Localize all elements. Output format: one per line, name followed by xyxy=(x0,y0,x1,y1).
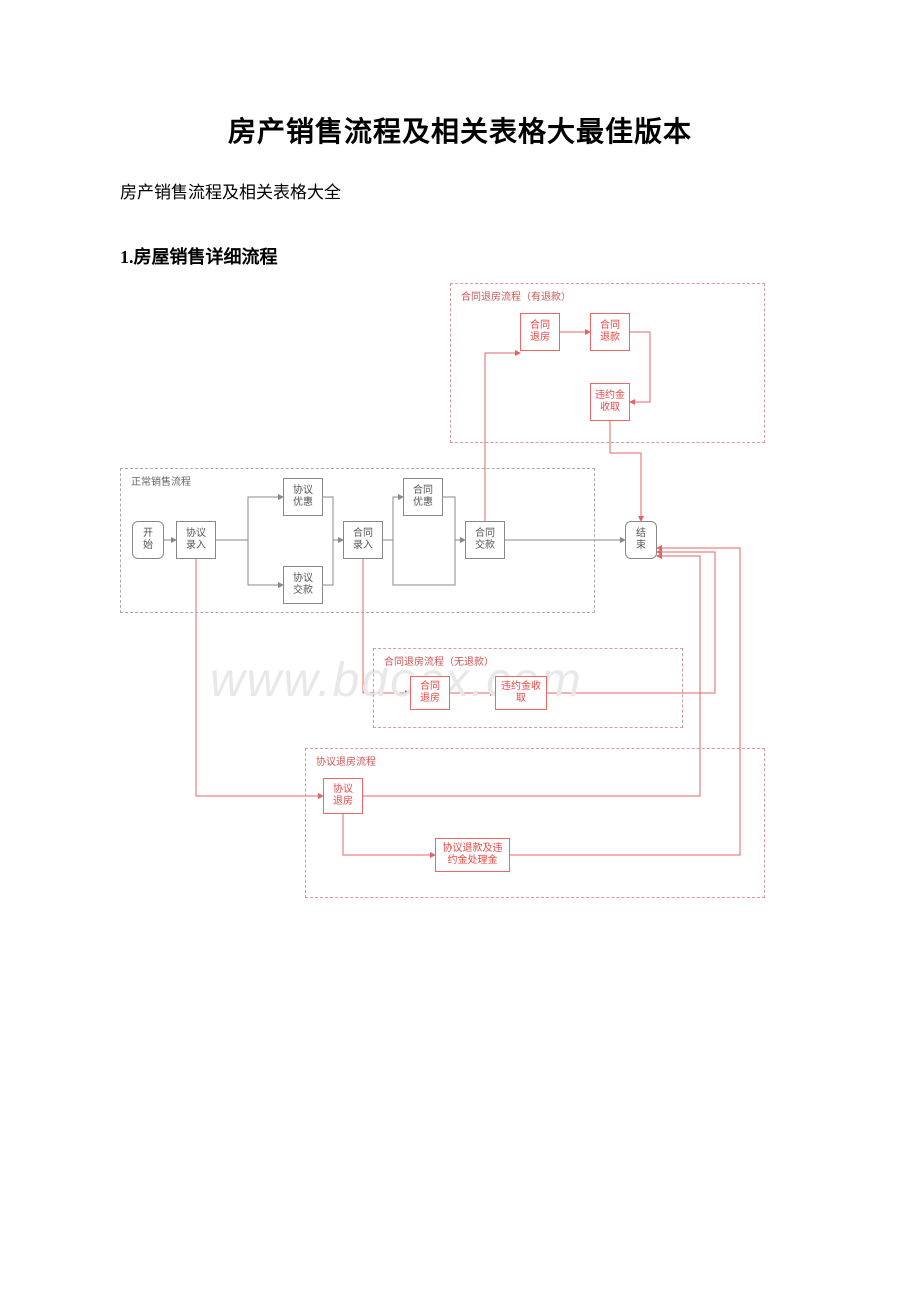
flow-node: 协议 交款 xyxy=(283,566,323,604)
flow-group-label: 正常销售流程 xyxy=(129,473,193,488)
flow-node: 违约金收 取 xyxy=(495,676,547,710)
page-title: 房产销售流程及相关表格大最佳版本 xyxy=(120,110,800,150)
flow-group: 协议退房流程 xyxy=(305,748,765,898)
flow-node: 合同 退房 xyxy=(520,313,560,351)
flow-node: 合同 交款 xyxy=(465,521,505,559)
flowchart-diagram: www.bdocx.com 合同退房流程（有退款）正常销售流程合同退房流程（无退… xyxy=(120,283,800,903)
flow-node: 协议 录入 xyxy=(176,521,216,559)
flow-node: 合同 退房 xyxy=(410,676,450,710)
flow-node: 违约金 收取 xyxy=(590,383,630,421)
flow-node: 开 始 xyxy=(132,521,164,559)
flow-group-label: 合同退房流程（无退款） xyxy=(382,653,496,668)
flow-node: 合同 优惠 xyxy=(403,478,443,516)
flow-node: 合同 录入 xyxy=(343,521,383,559)
flow-node: 合同 退款 xyxy=(590,313,630,351)
flow-node: 协议退款及违 约金处理金 xyxy=(435,838,510,872)
section-heading: 1.房屋销售详细流程 xyxy=(120,243,800,269)
flow-group-label: 合同退房流程（有退款） xyxy=(459,288,573,303)
flow-node: 结 束 xyxy=(625,521,657,559)
flow-node: 协议 优惠 xyxy=(283,478,323,516)
subtitle-text: 房产销售流程及相关表格大全 xyxy=(120,178,800,203)
flow-node: 协议 退房 xyxy=(323,778,363,814)
flow-group-label: 协议退房流程 xyxy=(314,753,378,768)
